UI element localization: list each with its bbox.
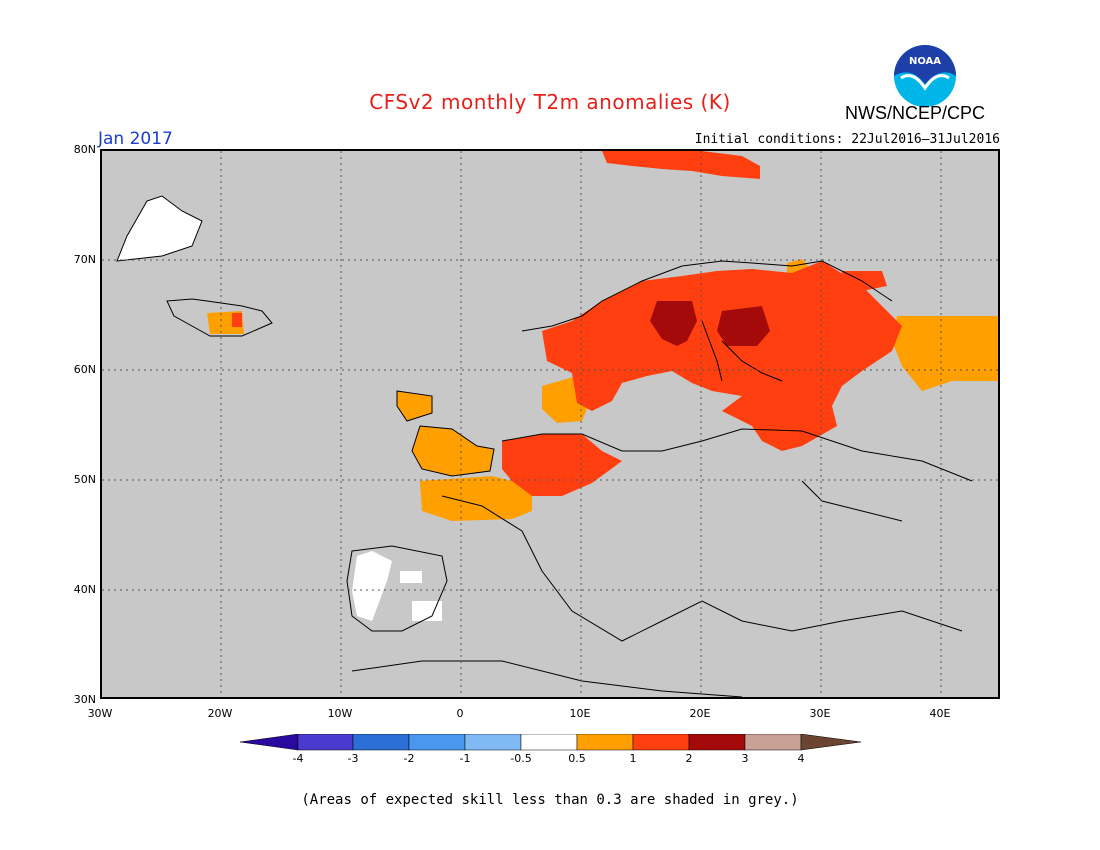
graticule [102,151,998,697]
colorbar-label: 1 [629,752,637,765]
lon-label-30w: 30W [87,707,113,720]
anomaly-map [100,149,1000,699]
colorbar-arrow-low [240,734,299,751]
lon-label-20e: 20E [689,707,711,720]
colorbar-label: -4 [292,752,304,765]
colorbar-swatch-8 [688,734,746,751]
colorbar-swatch-4 [464,734,522,751]
lat-label-30n: 30N [73,693,96,706]
lon-label-10w: 10W [327,707,353,720]
colorbar-label: -0.5 [510,752,532,765]
white-regions [117,196,442,621]
colorbar-swatch-9 [744,734,802,751]
colorbar-swatch-5 [520,734,578,751]
colorbar-swatch-6 [576,734,634,751]
map-title: CFSv2 monthly T2m anomalies (K) [369,90,731,114]
lon-label-10e: 10E [569,707,591,720]
lat-label-60n: 60N [73,363,96,376]
colorbar-label: 3 [741,752,749,765]
lon-label-0: 0 [456,707,464,720]
lat-label-70n: 70N [73,253,96,266]
initial-conditions: Initial conditions: 22Jul2016–31Jul2016 [694,132,1000,147]
colorbar-swatch-3 [408,734,466,751]
logo-text: NOAA [909,56,941,67]
noaa-logo-icon: NOAA [894,45,956,107]
colorbar-arrow-high [800,734,862,751]
coastlines [116,195,973,697]
lon-label-30e: 30E [809,707,831,720]
colorbar-label: 4 [797,752,805,765]
forecast-month: Jan 2017 [98,129,173,149]
lat-label-40n: 40N [73,583,96,596]
lat-label-50n: 50N [73,473,96,486]
anomaly-regions [207,151,998,521]
colorbar-label: -1 [459,752,471,765]
colorbar-label: 0.5 [568,752,586,765]
colorbar [240,734,862,751]
agency-label: NWS/NCEP/CPC [845,103,986,123]
lon-label-40e: 40E [929,707,951,720]
colorbar-label: -2 [403,752,415,765]
skill-footnote: (Areas of expected skill less than 0.3 a… [301,792,799,808]
lat-label-80n: 80N [73,143,96,156]
lon-label-20w: 20W [207,707,233,720]
map-canvas [102,151,998,697]
colorbar-swatch-2 [352,734,410,751]
colorbar-label: -3 [347,752,359,765]
colorbar-swatch-1 [297,734,354,751]
colorbar-label: 2 [685,752,693,765]
colorbar-swatch-7 [632,734,690,751]
